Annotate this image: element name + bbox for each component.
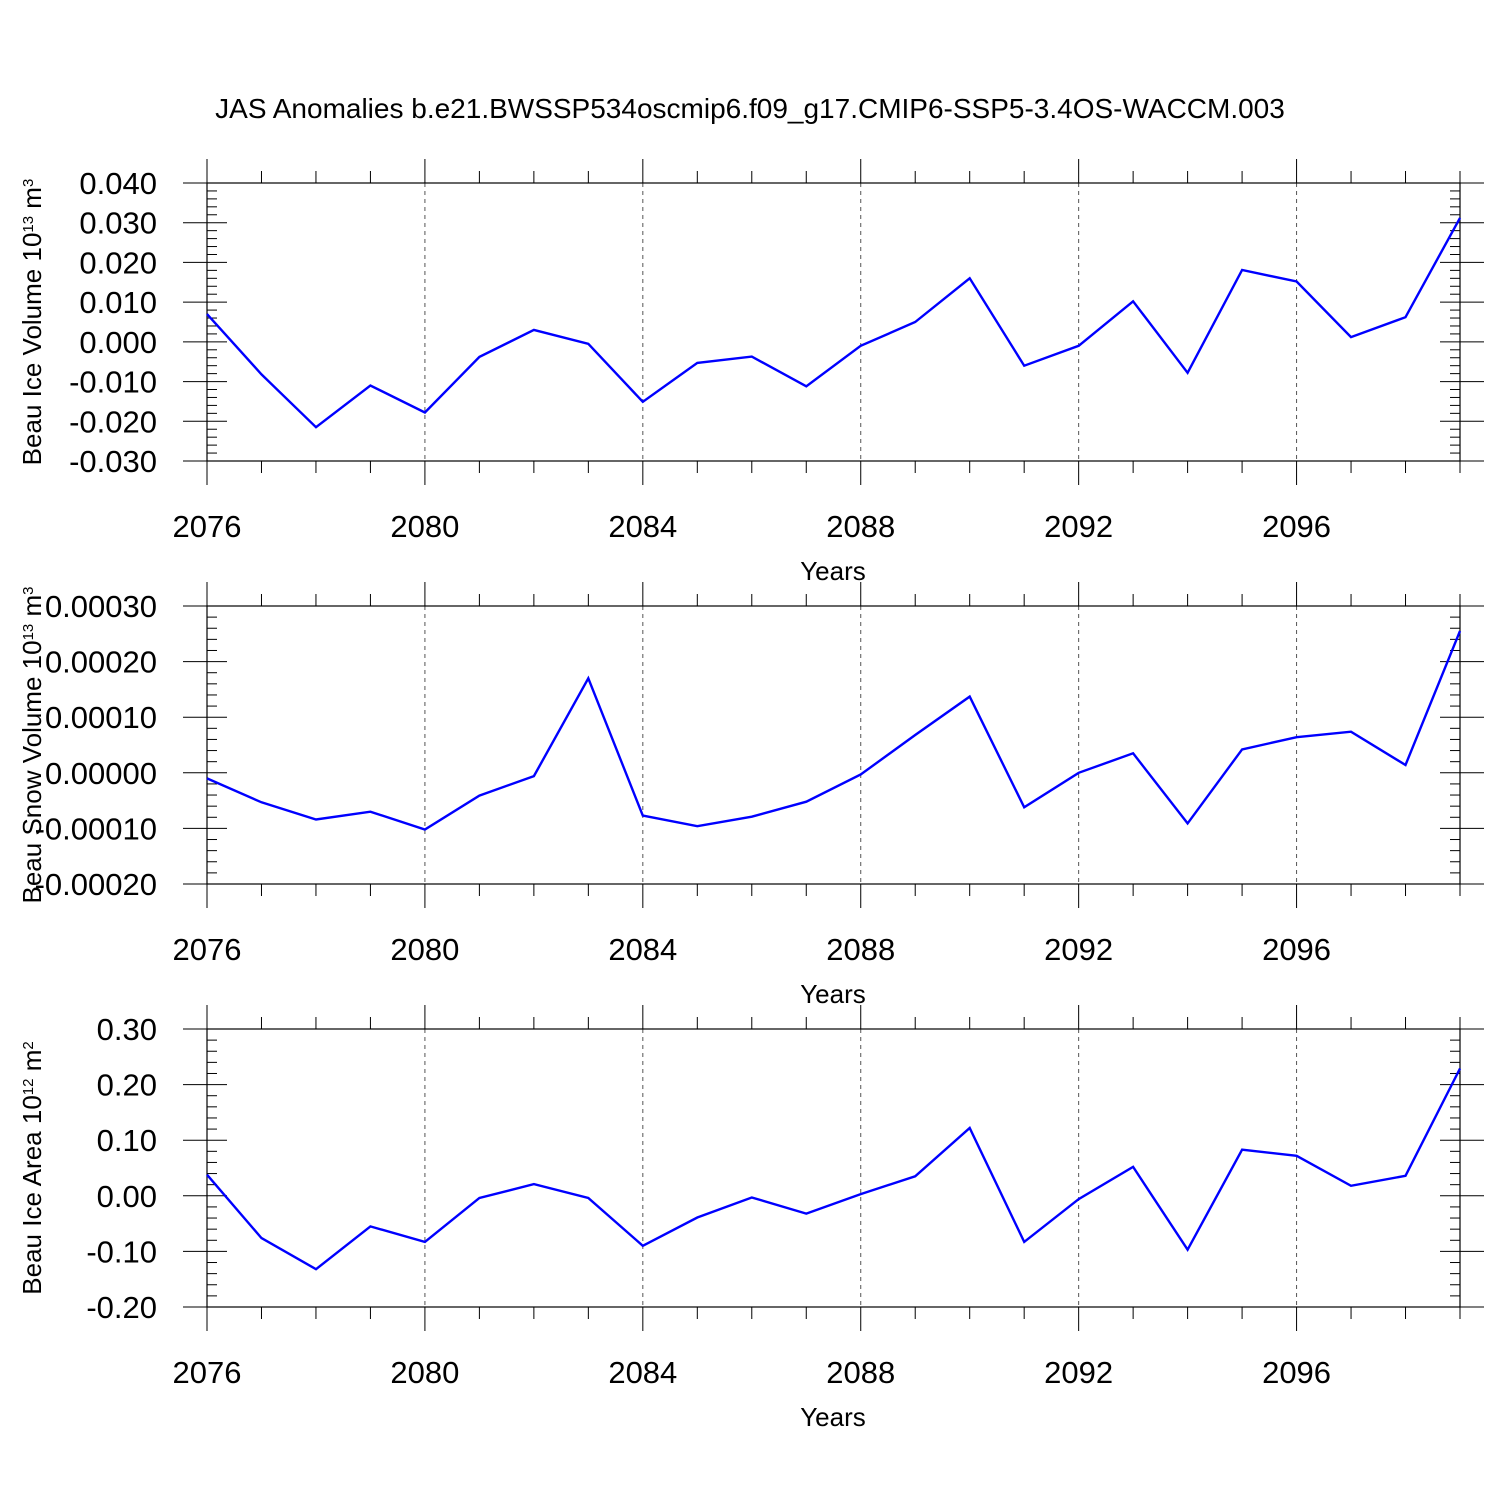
y-tick-label: 0.020 bbox=[79, 245, 157, 280]
y-tick-label: -0.00020 bbox=[35, 867, 157, 902]
x-tick-label: 2096 bbox=[1262, 932, 1331, 967]
y-tick-label: 0.00000 bbox=[45, 756, 157, 791]
y-axis-title: Beau Snow Volume 1013 m3 bbox=[17, 587, 47, 904]
y-axis-title-superscript: 3 bbox=[20, 179, 37, 187]
x-tick-label: 2076 bbox=[173, 932, 242, 967]
y-axis-title: Beau Ice Area 1012 m2 bbox=[17, 1041, 47, 1294]
y-tick-label: 0.010 bbox=[79, 285, 157, 320]
x-tick-label: 2092 bbox=[1044, 509, 1113, 544]
y-tick-label: 0.00020 bbox=[45, 645, 157, 680]
chart-panel-3: -0.20 -0.10 0.00 0.10 0.20 0.30 2076 2080 2084 20… bbox=[17, 1005, 1484, 1432]
y-axis-title-superscript: 12 bbox=[20, 1079, 37, 1096]
y-tick-label: 0.00010 bbox=[45, 700, 157, 735]
x-tick-label: 2088 bbox=[826, 1355, 895, 1390]
series-line bbox=[206, 217, 1462, 429]
chart-panel-2: -0.00020 -0.00010 0.00000 0.00010 0.00020 0.0… bbox=[17, 582, 1484, 1009]
y-axis-title-text: Beau Snow Volume 10 bbox=[17, 640, 47, 903]
y-axis-title-text: Beau Ice Area 10 bbox=[17, 1095, 47, 1294]
x-tick-label: 2084 bbox=[608, 509, 677, 544]
plot-frame bbox=[206, 605, 1461, 885]
x-axis-title: Years bbox=[800, 556, 866, 586]
x-tick-label: 2092 bbox=[1044, 1355, 1113, 1390]
plot-frame bbox=[206, 182, 1461, 462]
y-tick-label: 0.030 bbox=[79, 206, 157, 241]
x-tick-label: 2096 bbox=[1262, 1355, 1331, 1390]
y-tick-label: -0.00010 bbox=[35, 811, 157, 846]
y-tick-label: 0.10 bbox=[97, 1123, 157, 1158]
y-tick-label: 0.30 bbox=[97, 1012, 157, 1047]
y-axis-title-superscript: 3 bbox=[20, 587, 37, 595]
plot-frame bbox=[206, 1028, 1461, 1308]
y-axis-title: Beau Ice Volume 1013 m3 bbox=[17, 179, 47, 466]
chart-panel-1: -0.030 -0.020 -0.010 0.000 0.010 0.020 0.030 0.… bbox=[17, 159, 1484, 586]
y-tick-label: -0.030 bbox=[69, 444, 157, 479]
y-tick-label: 0.040 bbox=[79, 166, 157, 201]
y-axis-title-text: Beau Ice Volume 10 bbox=[17, 233, 47, 466]
series-line bbox=[206, 1067, 1462, 1271]
y-axis-title-text: m bbox=[17, 187, 47, 216]
x-tick-label: 2096 bbox=[1262, 509, 1331, 544]
x-tick-label: 2076 bbox=[173, 1355, 242, 1390]
x-tick-label: 2076 bbox=[173, 509, 242, 544]
y-tick-label: -0.010 bbox=[69, 365, 157, 400]
x-tick-label: 2088 bbox=[826, 509, 895, 544]
y-tick-label: 0.000 bbox=[79, 325, 157, 360]
x-tick-label: 2084 bbox=[608, 932, 677, 967]
y-tick-label: -0.020 bbox=[69, 404, 157, 439]
y-tick-label: 0.20 bbox=[97, 1068, 157, 1103]
x-tick-label: 2080 bbox=[390, 1355, 459, 1390]
x-axis-title: Years bbox=[800, 979, 866, 1009]
x-tick-label: 2092 bbox=[1044, 932, 1113, 967]
y-axis-title-superscript: 13 bbox=[20, 624, 37, 641]
series-line bbox=[206, 630, 1462, 831]
y-tick-label: 0.00030 bbox=[45, 589, 157, 624]
y-axis-title-superscript: 2 bbox=[20, 1041, 37, 1049]
chart-title: JAS Anomalies b.e21.BWSSP534oscmip6.f09_… bbox=[215, 93, 1285, 124]
x-tick-label: 2084 bbox=[608, 1355, 677, 1390]
y-axis-title-superscript: 13 bbox=[20, 216, 37, 233]
y-axis-title-text: m bbox=[17, 595, 47, 624]
y-axis-title-text: m bbox=[17, 1050, 47, 1079]
y-tick-label: -0.10 bbox=[86, 1234, 157, 1269]
x-tick-label: 2088 bbox=[826, 932, 895, 967]
x-tick-label: 2080 bbox=[390, 932, 459, 967]
x-tick-label: 2080 bbox=[390, 509, 459, 544]
y-tick-label: -0.20 bbox=[86, 1290, 157, 1325]
x-axis-title: Years bbox=[800, 1402, 866, 1432]
y-tick-label: 0.00 bbox=[97, 1179, 157, 1214]
